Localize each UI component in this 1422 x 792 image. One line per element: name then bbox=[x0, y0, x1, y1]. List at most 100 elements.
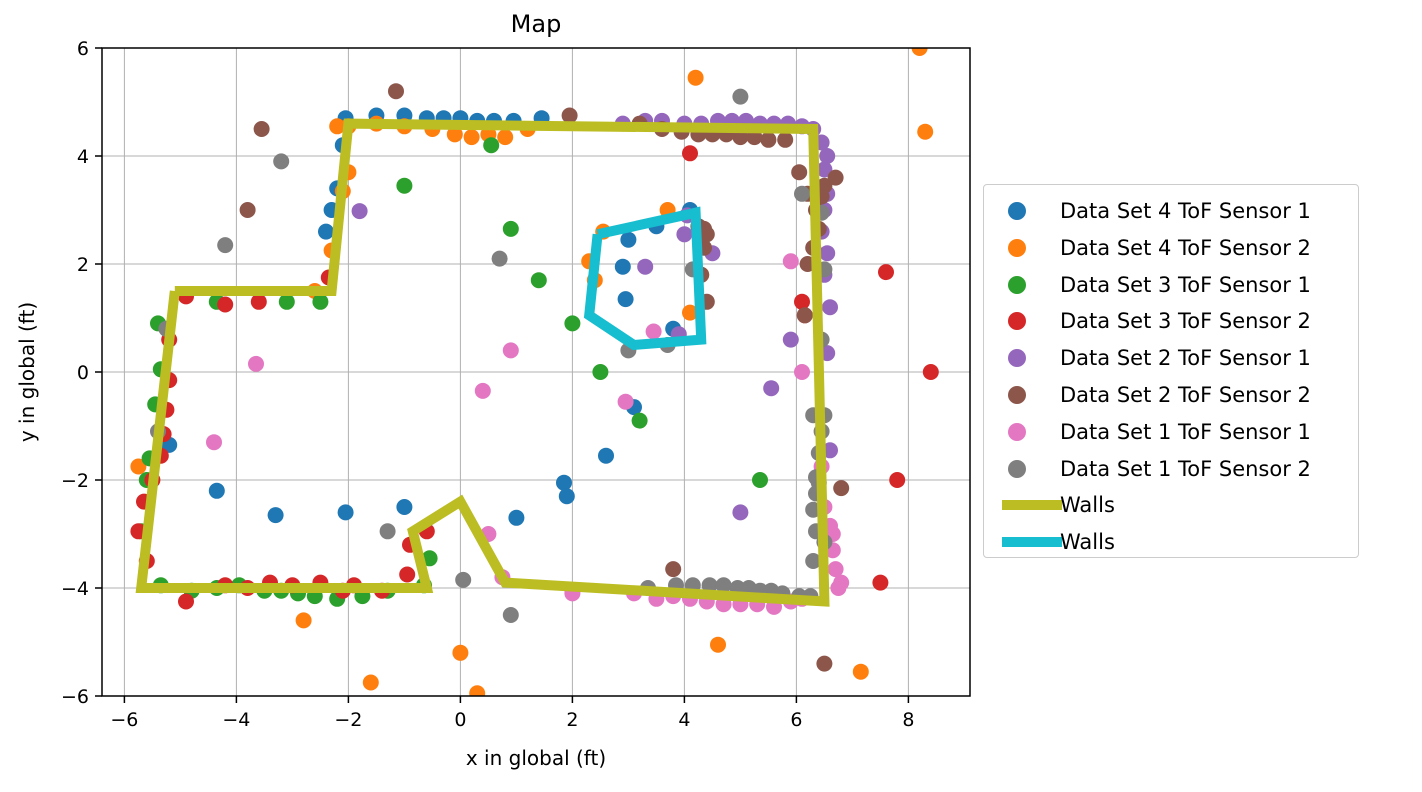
data-series bbox=[130, 48, 939, 696]
legend-swatch bbox=[1008, 386, 1026, 404]
y-axis-label: y in global (ft) bbox=[15, 302, 39, 442]
data-point bbox=[491, 250, 508, 267]
data-point bbox=[312, 293, 329, 310]
data-point bbox=[827, 169, 844, 186]
series-0 bbox=[161, 107, 698, 526]
data-point bbox=[796, 307, 813, 324]
y-tick-label: 6 bbox=[77, 38, 89, 60]
series-6 bbox=[206, 253, 850, 615]
legend-dot-marker bbox=[1002, 340, 1032, 376]
legend-label: Data Set 1 ToF Sensor 1 bbox=[1060, 419, 1311, 444]
legend-dot-marker bbox=[1002, 267, 1032, 303]
legend-entry: Data Set 2 ToF Sensor 2 bbox=[984, 377, 1358, 413]
legend-entry: Data Set 1 ToF Sensor 1 bbox=[984, 414, 1358, 450]
data-point bbox=[399, 566, 416, 583]
data-point bbox=[872, 574, 889, 591]
data-point bbox=[911, 48, 928, 56]
data-point bbox=[682, 304, 698, 321]
data-point bbox=[645, 323, 662, 340]
data-point bbox=[558, 488, 575, 505]
data-point bbox=[816, 655, 833, 672]
y-tick-label: −6 bbox=[61, 686, 89, 708]
y-tick-label: 0 bbox=[77, 362, 89, 384]
data-point bbox=[564, 315, 581, 332]
data-point bbox=[497, 129, 514, 146]
legend-entry: Data Set 3 ToF Sensor 2 bbox=[984, 303, 1358, 339]
data-point bbox=[794, 293, 810, 310]
data-point bbox=[208, 482, 225, 499]
data-point bbox=[253, 121, 270, 137]
data-point bbox=[732, 504, 749, 521]
data-point bbox=[665, 561, 682, 578]
data-point bbox=[248, 355, 264, 372]
data-point bbox=[760, 131, 777, 148]
wall-line bbox=[135, 118, 830, 607]
legend-swatch bbox=[1008, 238, 1026, 257]
data-point bbox=[474, 382, 491, 399]
x-tick-label: 6 bbox=[790, 709, 802, 731]
data-point bbox=[763, 380, 780, 397]
legend-label: Data Set 2 ToF Sensor 2 bbox=[1060, 383, 1311, 407]
legend-swatch bbox=[1008, 275, 1026, 294]
data-point bbox=[816, 177, 833, 194]
data-point bbox=[502, 607, 519, 623]
legend-dot-marker bbox=[1002, 230, 1032, 266]
data-point bbox=[701, 577, 718, 594]
data-point bbox=[250, 293, 267, 310]
legend-label: Walls bbox=[1060, 493, 1115, 518]
legend-entry: Data Set 3 ToF Sensor 1 bbox=[984, 267, 1358, 303]
legend-dot-marker bbox=[1002, 377, 1032, 413]
legend-dot-marker bbox=[1002, 303, 1032, 339]
data-point bbox=[889, 472, 906, 488]
data-point bbox=[878, 264, 894, 281]
legend-dot-marker bbox=[1002, 414, 1032, 450]
data-point bbox=[379, 523, 396, 540]
y-tick-label: 2 bbox=[77, 254, 89, 276]
data-point bbox=[483, 137, 500, 154]
data-point bbox=[687, 69, 704, 86]
data-point bbox=[819, 148, 836, 164]
data-point bbox=[446, 126, 463, 143]
legend-dot-marker bbox=[1002, 451, 1032, 487]
data-point bbox=[794, 364, 810, 380]
legend-label: Data Set 1 ToF Sensor 2 bbox=[1060, 456, 1311, 481]
legend: Data Set 4 ToF Sensor 1 Data Set 4 ToF Se… bbox=[983, 184, 1359, 558]
legend-line-marker bbox=[1002, 524, 1062, 560]
legend-label: Data Set 3 ToF Sensor 2 bbox=[1060, 309, 1311, 334]
series-9 bbox=[583, 206, 707, 351]
legend-line-marker bbox=[1002, 487, 1062, 523]
data-point bbox=[782, 253, 799, 270]
data-point bbox=[295, 612, 312, 629]
chart-title: Map bbox=[511, 10, 562, 38]
data-point bbox=[130, 458, 147, 475]
data-point bbox=[917, 123, 934, 140]
x-tick-label: 8 bbox=[902, 709, 914, 731]
data-point bbox=[598, 447, 614, 464]
data-point bbox=[827, 561, 844, 578]
legend-label: Data Set 4 ToF Sensor 2 bbox=[1060, 235, 1311, 260]
data-point bbox=[791, 164, 808, 181]
x-tick-label: 2 bbox=[566, 709, 578, 731]
data-point bbox=[614, 258, 631, 275]
data-point bbox=[463, 129, 480, 146]
data-point bbox=[556, 474, 572, 491]
data-point bbox=[710, 636, 726, 653]
data-point bbox=[833, 480, 850, 497]
legend-entry: Data Set 2 ToF Sensor 1 bbox=[984, 340, 1358, 376]
legend-swatch bbox=[1002, 500, 1062, 511]
data-point bbox=[682, 145, 698, 162]
legend-label: Data Set 3 ToF Sensor 1 bbox=[1060, 272, 1311, 297]
data-point bbox=[715, 577, 732, 594]
data-point bbox=[351, 203, 368, 220]
series-7 bbox=[150, 88, 833, 623]
data-point bbox=[396, 177, 413, 194]
data-point bbox=[833, 574, 850, 591]
legend-entry: Data Set 1 ToF Sensor 2 bbox=[984, 451, 1358, 487]
axis-ticks: −6 −4 −2 0 2 4 6 8 −6 −4 −2 0 2 4 6 bbox=[61, 38, 914, 731]
data-point bbox=[206, 434, 222, 451]
data-point bbox=[620, 231, 637, 248]
legend-label: Walls bbox=[1060, 530, 1115, 555]
legend-entry: Data Set 4 ToF Sensor 1 bbox=[984, 193, 1358, 229]
data-point bbox=[396, 499, 413, 515]
